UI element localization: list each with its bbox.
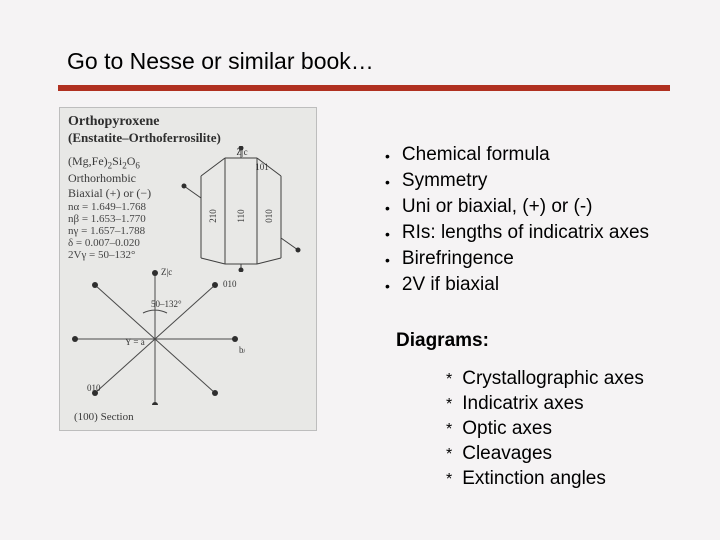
list-item: • 2V if biaxial <box>385 274 649 298</box>
diagrams-list: Diagrams: * Crystallographic axes * Indicat… <box>396 330 644 507</box>
mineral-figure: Orthopyroxene (Enstatite–Orthoferrosilit… <box>59 107 317 431</box>
crystal-sketch: Z|c 101 210 110 010 <box>170 146 312 272</box>
list-item-label: Uni or biaxial, (+) or (-) <box>402 196 593 218</box>
list-item: * Indicatrix axes <box>436 393 644 416</box>
list-item-label: Optic axes <box>462 418 552 440</box>
figure-refractive-line: nα = 1.649–1.768 <box>68 201 146 213</box>
list-item: • Uni or biaxial, (+) or (-) <box>385 196 649 220</box>
svg-text:110: 110 <box>236 209 246 223</box>
list-item-label: RIs: lengths of indicatrix axes <box>402 222 649 244</box>
bullet-icon: • <box>385 196 390 220</box>
svg-text:Y = a: Y = a <box>125 337 145 347</box>
svg-text:010: 010 <box>87 383 101 393</box>
bullet-icon: * <box>446 393 452 416</box>
svg-text:Z|c: Z|c <box>161 267 172 277</box>
svg-text:101: 101 <box>255 162 269 172</box>
bullet-icon: • <box>385 274 390 298</box>
svg-text:010: 010 <box>264 209 274 223</box>
figure-system: Orthorhombic <box>68 171 136 186</box>
figure-refractive-line: nβ = 1.653–1.770 <box>68 213 146 225</box>
bullet-icon: * <box>446 468 452 491</box>
list-item-label: Cleavages <box>462 443 552 465</box>
svg-text:010: 010 <box>223 279 237 289</box>
bullet-icon: • <box>385 170 390 194</box>
list-item-label: Crystallographic axes <box>462 368 644 390</box>
svg-text:Z|c: Z|c <box>236 147 247 157</box>
bullet-icon: • <box>385 248 390 272</box>
figure-section-label: (100) Section <box>74 411 134 423</box>
bullet-icon: * <box>446 443 452 466</box>
figure-refractive-line: δ = 0.007–0.020 <box>68 237 146 249</box>
list-item-label: Indicatrix axes <box>462 393 583 415</box>
list-item-label: Birefringence <box>402 248 514 270</box>
list-item: * Optic axes <box>436 418 644 441</box>
properties-list: • Chemical formula • Symmetry • Uni or biaxia… <box>345 144 649 300</box>
list-item: * Crystallographic axes <box>436 368 644 391</box>
bullet-icon: • <box>385 144 390 168</box>
list-item: • Symmetry <box>385 170 649 194</box>
list-item: • Chemical formula <box>385 144 649 168</box>
figure-heading-2: (Enstatite–Orthoferrosilite) <box>68 130 221 146</box>
bullet-icon: • <box>385 222 390 246</box>
svg-text:50–132°: 50–132° <box>151 299 182 309</box>
list-item-label: Extinction angles <box>462 468 606 490</box>
diagrams-header: Diagrams: <box>396 330 644 352</box>
list-item: • RIs: lengths of indicatrix axes <box>385 222 649 246</box>
list-item: • Birefringence <box>385 248 649 272</box>
bullet-icon: * <box>446 418 452 441</box>
list-item: * Cleavages <box>436 443 644 466</box>
figure-heading-1: Orthopyroxene <box>68 114 160 130</box>
optic-network-sketch: Z|c 010 b/X Y = a 50–132° 010 <box>65 265 245 405</box>
svg-text:210: 210 <box>208 209 218 223</box>
figure-refractive-line: nγ = 1.657–1.788 <box>68 225 146 237</box>
list-item: * Extinction angles <box>436 468 644 491</box>
bullet-icon: * <box>446 368 452 391</box>
diagrams-items: * Crystallographic axes * Indicatrix axes * O… <box>396 368 644 491</box>
title-underline <box>58 85 670 91</box>
figure-biaxial: Biaxial (+) or (−) <box>68 186 151 201</box>
page-title: Go to Nesse or similar book… <box>67 48 374 75</box>
list-item-label: Symmetry <box>402 170 488 192</box>
figure-refractive-block: nα = 1.649–1.768nβ = 1.653–1.770nγ = 1.6… <box>68 201 146 261</box>
list-item-label: 2V if biaxial <box>402 274 499 296</box>
svg-text:b/X: b/X <box>239 345 245 355</box>
figure-refractive-line: 2Vγ = 50–132° <box>68 249 146 261</box>
list-item-label: Chemical formula <box>402 144 550 166</box>
figure-formula: (Mg,Fe)2Si2O6 <box>68 154 140 170</box>
